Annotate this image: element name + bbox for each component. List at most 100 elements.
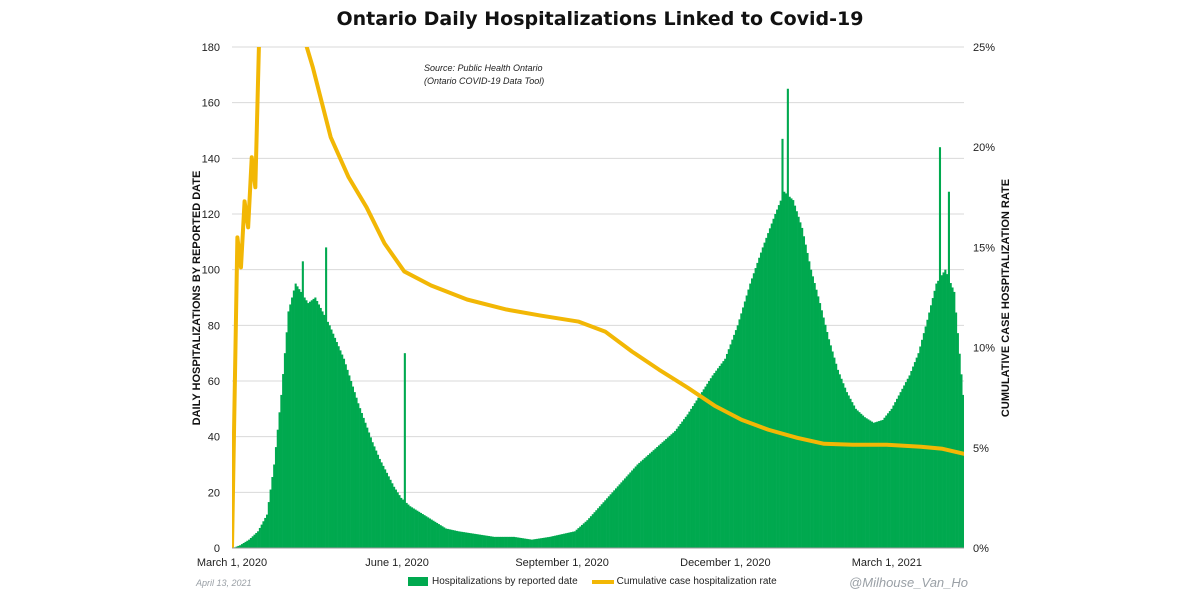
bar: [725, 353, 729, 548]
bar: [801, 227, 804, 548]
bar: [720, 363, 723, 548]
bar: [708, 381, 711, 548]
x-tick-label: December 1, 2020: [680, 557, 771, 569]
bar: [584, 521, 587, 548]
bar: [495, 536, 498, 548]
bar: [606, 498, 609, 548]
y-tick-label: 40: [208, 432, 220, 444]
bar: [636, 464, 639, 548]
bar: [239, 545, 242, 548]
bar: [645, 456, 648, 548]
bar: [912, 366, 915, 548]
bar: [815, 289, 818, 548]
bar: [824, 324, 827, 548]
bar: [956, 333, 959, 548]
bar: [754, 268, 757, 548]
bar: [507, 536, 510, 548]
footer-date: April 13, 2021: [196, 578, 252, 588]
bar: [235, 546, 238, 548]
bar: [244, 541, 247, 548]
bar: [783, 191, 786, 548]
bar: [500, 536, 503, 548]
bar: [276, 429, 279, 548]
bar: [393, 486, 396, 548]
bar: [727, 349, 730, 548]
bar: [835, 363, 838, 548]
bar: [683, 419, 686, 548]
bar: [613, 490, 616, 548]
bar: [634, 466, 637, 548]
bar: [427, 517, 430, 548]
bar: [724, 358, 727, 548]
bar: [369, 437, 372, 548]
bar: [702, 389, 705, 548]
bar: [650, 451, 653, 548]
bar: [514, 537, 517, 548]
bar: [883, 417, 886, 548]
bar: [534, 539, 537, 548]
bar: [922, 333, 925, 548]
bar: [854, 408, 857, 548]
bar: [589, 516, 593, 548]
bar: [878, 421, 881, 548]
bar: [779, 200, 782, 548]
bar: [870, 421, 874, 548]
bar: [770, 223, 773, 548]
bar: [851, 402, 854, 548]
bar: [640, 461, 643, 548]
bar: [237, 545, 240, 548]
bar: [459, 531, 462, 548]
bar: [638, 462, 641, 548]
bar: [894, 402, 897, 548]
bar: [793, 205, 797, 548]
bar: [597, 508, 600, 548]
bar: [817, 296, 820, 548]
bar: [831, 351, 834, 548]
bar: [563, 533, 566, 548]
bar: [512, 536, 516, 548]
bar: [690, 408, 693, 548]
bar: [811, 276, 814, 548]
bar: [266, 514, 269, 548]
bar: [577, 528, 580, 548]
bar: [484, 535, 487, 548]
bar: [321, 311, 324, 548]
bar: [529, 539, 532, 548]
bar: [251, 536, 254, 548]
bar: [734, 330, 737, 548]
bar: [679, 423, 682, 548]
author-handle: @Milhouse_Van_Ho: [849, 575, 968, 590]
bar: [520, 537, 523, 548]
bar: [928, 312, 931, 548]
bar: [579, 526, 582, 548]
y-tick-label: 100: [202, 265, 220, 277]
bar: [804, 244, 807, 548]
bar: [436, 522, 439, 548]
bar: [672, 432, 675, 548]
bar: [382, 465, 385, 548]
bar: [836, 369, 840, 548]
bar: [326, 321, 329, 548]
bar: [767, 233, 770, 548]
bar: [264, 517, 267, 548]
bar: [282, 374, 285, 548]
bar: [416, 510, 419, 548]
source-line: (Ontario COVID-19 Data Tool): [424, 76, 545, 86]
y2-axis-label: CUMULATIVE CASE HOSPITALIZATION RATE: [1000, 179, 1012, 417]
bar: [572, 531, 575, 548]
bar: [887, 413, 890, 548]
bar: [609, 494, 612, 548]
bar: [405, 502, 408, 548]
x-axis-ticks: March 1, 2020 June 1, 2020 September 1, 20…: [197, 557, 922, 569]
bar: [462, 532, 465, 548]
bar: [729, 344, 732, 548]
bar: [410, 507, 414, 548]
bar: [752, 273, 755, 548]
bar: [960, 374, 963, 548]
bar: [892, 405, 895, 548]
bar: [378, 458, 381, 548]
bar: [921, 339, 924, 548]
bar: [908, 375, 911, 548]
bar: [419, 512, 423, 548]
bar: [940, 275, 943, 548]
